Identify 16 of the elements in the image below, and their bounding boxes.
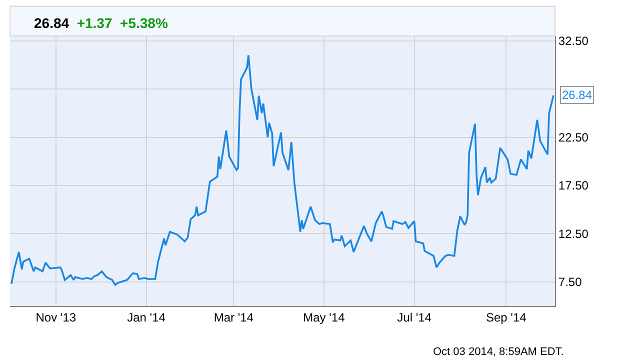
x-tick-label: Jan '14 [127, 310, 166, 324]
x-tick-label: May '14 [303, 310, 346, 324]
annotation: 26.84 [562, 88, 592, 102]
y-tick-label: 32.50 [558, 34, 589, 48]
y-tick-label: 7.50 [558, 275, 582, 290]
y-tick-label: 17.50 [558, 178, 589, 193]
line-series [10, 54, 554, 286]
x-tick-label: Nov '13 [36, 310, 76, 324]
chart-title: 26.84 [34, 15, 70, 31]
text: Oct 03 2014, 8:59AM EDT. [433, 346, 564, 358]
x-tick-label: Jul '14 [397, 310, 432, 324]
x-tick-label: Mar '14 [214, 310, 254, 324]
x-tick-label: Sep '14 [486, 310, 527, 324]
y-tick-label: 22.50 [558, 130, 589, 144]
chart-subtitle: +1.37 +5.38% [76, 15, 168, 31]
y-tick-label: 12.50 [558, 226, 589, 241]
